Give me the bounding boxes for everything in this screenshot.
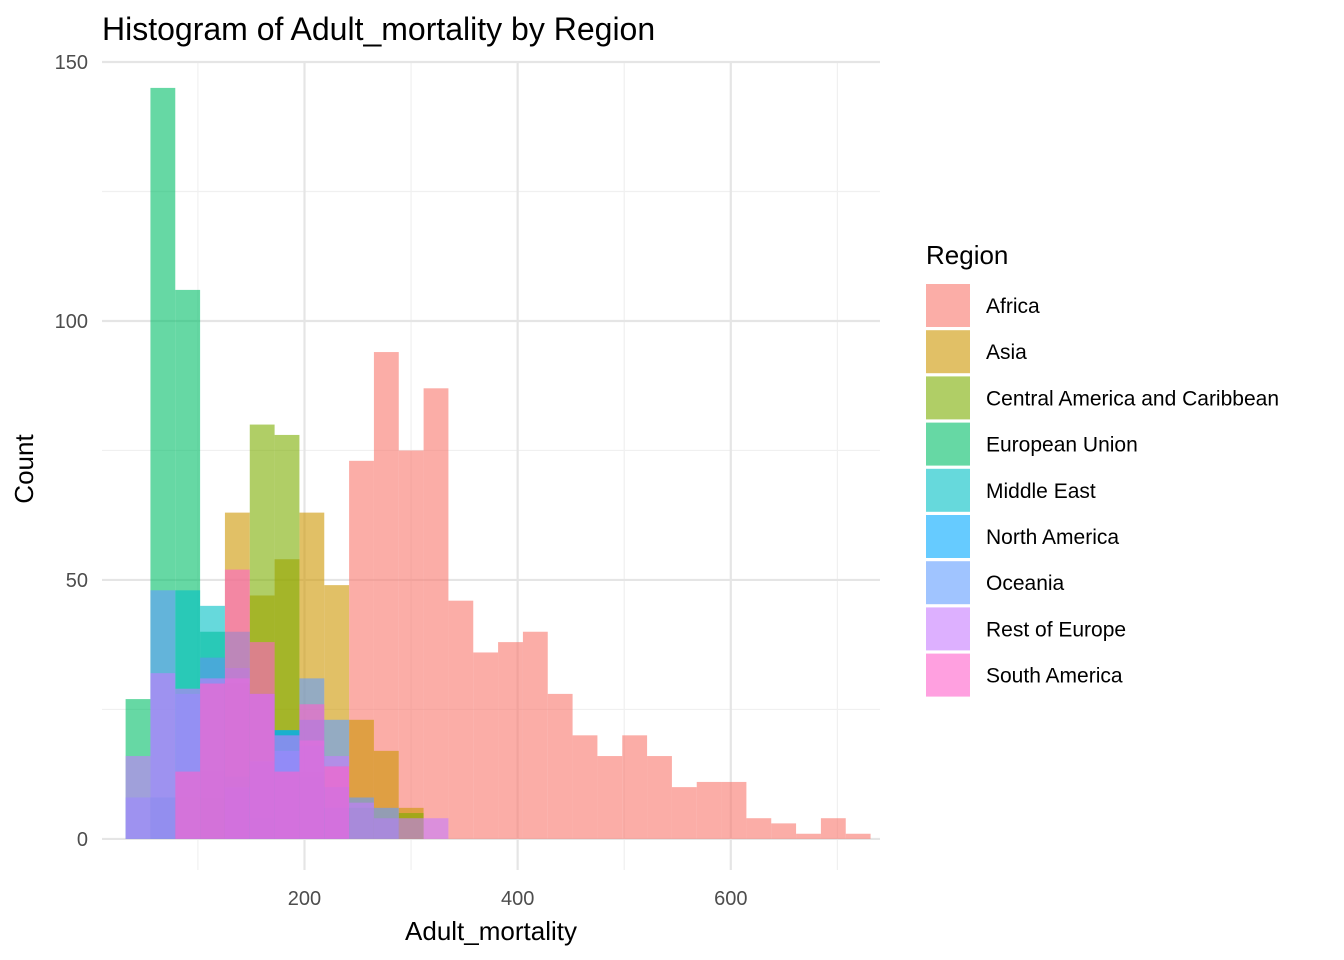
histogram-bar [448,600,474,839]
legend-label: Asia [986,341,1027,364]
legend-label: Middle East [986,480,1096,503]
histogram-bar [150,673,176,839]
legend: Region Africa Asia Central America and Car… [926,240,1279,697]
legend-swatch [926,422,970,466]
histogram-bar [324,766,350,839]
histogram-bar [498,642,523,839]
histogram-bar [771,823,797,839]
legend-label: European Union [986,434,1138,457]
legend-item: Central America and Caribbean [926,376,1279,420]
histogram-bar [224,569,250,839]
histogram-bar [175,771,201,839]
legend-items: Africa Asia Central America and Caribbean E… [926,284,1279,697]
histogram-bar [249,642,275,839]
legend-swatch [926,468,970,512]
series-bars [175,569,350,839]
histogram-bar [349,802,374,839]
x-axis-title: Adult_mortality [405,916,577,946]
legend-item: North America [926,515,1119,558]
y-tick-label: 100 [55,311,88,333]
x-tick-label: 200 [288,888,321,910]
legend-swatch [926,561,970,605]
legend-label: North America [986,526,1119,549]
histogram-bar [597,756,623,839]
legend-label: Central America and Caribbean [986,387,1279,410]
histogram-bar [473,652,499,839]
legend-item: Asia [926,330,1027,374]
legend-title: Region [926,240,1008,270]
histogram-bar [423,388,449,839]
histogram-bar [796,833,821,839]
histogram-bar [125,756,151,839]
legend-label: Africa [986,295,1040,318]
y-axis-title: Count [9,434,39,504]
histogram-bar [721,781,747,839]
legend-item: Oceania [926,561,1065,605]
histogram-bar [274,771,300,839]
chart-title: Histogram of Adult_mortality by Region [102,11,655,47]
x-tick-label: 600 [714,888,747,910]
legend-label: Rest of Europe [986,618,1126,641]
y-tick-label: 150 [55,52,88,74]
histogram-bar [423,818,449,839]
legend-label: South America [986,665,1123,688]
y-tick-label: 0 [77,829,88,851]
histogram-bar [572,735,598,839]
x-tick-label: 400 [501,888,534,910]
histogram-bar [820,818,846,839]
legend-item: South America [926,653,1123,697]
legend-label: Oceania [986,572,1065,595]
y-axis-ticks: 0 50 100 150 [55,52,88,851]
histogram-bar [522,631,548,839]
histogram-bar [622,735,648,839]
histogram-bar [398,450,424,839]
legend-item: Middle East [926,468,1096,512]
histogram-bar [845,833,871,839]
legend-swatch [926,653,970,697]
legend-swatch [926,515,970,558]
legend-swatch [926,607,970,651]
histogram-bar [200,683,225,839]
histogram-bar [398,818,424,839]
histogram-bar [547,693,573,839]
histogram-bar [299,704,325,839]
legend-swatch [926,284,970,327]
legend-item: Rest of Europe [926,607,1126,651]
histogram-bar [746,818,772,839]
y-tick-label: 50 [66,570,88,592]
histogram-bar [373,818,399,839]
legend-item: European Union [926,422,1138,466]
legend-item: Africa [926,284,1040,327]
legend-swatch [926,330,970,374]
legend-swatch [926,376,970,420]
bars [125,87,871,839]
histogram-bar [671,787,697,839]
histogram-bar [696,781,722,839]
histogram-bar [647,756,672,839]
x-axis-ticks: 200 400 600 [288,888,748,910]
